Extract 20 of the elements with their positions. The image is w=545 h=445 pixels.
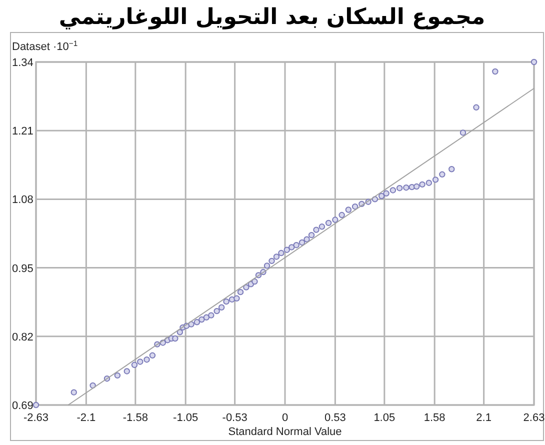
y-tick-label: 1.21	[12, 126, 34, 138]
x-tick-label: 0.53	[324, 412, 346, 424]
x-tick-label: 2.1	[476, 412, 492, 424]
x-tick-label: 1.05	[374, 412, 396, 424]
x-axis-title: Standard Normal Value	[228, 426, 342, 438]
x-tick-label: -1.58	[122, 412, 148, 424]
y-axis-title: Dataset ·10$^{−1}$	[12, 38, 78, 53]
y-tick-label: 1.08	[12, 194, 34, 206]
y-tick-label: 0.95	[12, 262, 34, 275]
y-tick-label: 1.34	[12, 57, 34, 69]
x-tick-label: 1.58	[424, 412, 446, 424]
y-tick-label: 0.69	[12, 400, 34, 412]
y-tick-label: 0.82	[12, 331, 34, 344]
title: مجموع السكان بعد التحويل اللوغاريتمي	[58, 5, 486, 30]
x-tick-label: -1.05	[173, 412, 198, 424]
x-tick-label: -2.63	[23, 412, 49, 424]
x-tick-label: 0	[282, 412, 288, 424]
x-tick-label: 2.63	[523, 412, 545, 424]
x-tick-label: -2.1	[76, 412, 96, 424]
x-tick-label: -0.53	[222, 412, 248, 424]
